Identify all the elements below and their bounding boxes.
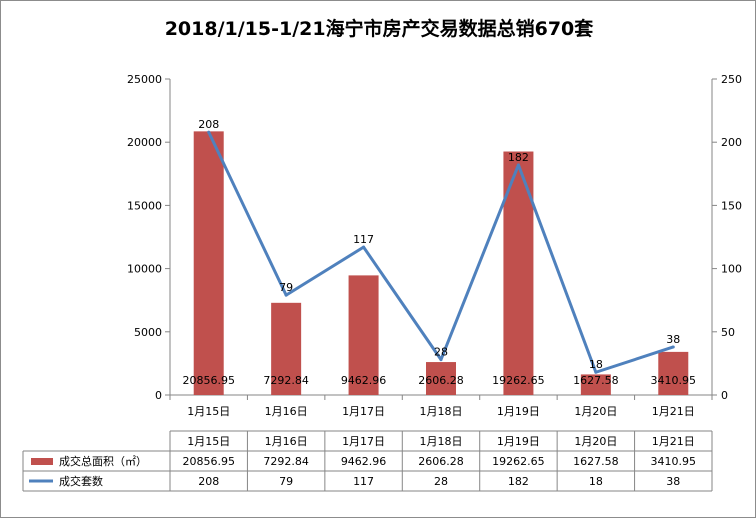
y-right-tick-label: 250 xyxy=(721,73,742,86)
line-point xyxy=(439,358,443,362)
axes: 0 5000 10000 15000 20000 25000 0 50 100 150 200 250… xyxy=(127,73,742,418)
y-left-tick-label: 15000 xyxy=(127,199,162,212)
table-cell: 7292.84 xyxy=(263,455,309,468)
chart-title: 2018/1/15-1/21海宁市房产交易数据总销670套 xyxy=(165,17,595,40)
y-right-tick-label: 0 xyxy=(721,389,728,402)
table-cell: 19262.65 xyxy=(492,455,545,468)
line-point xyxy=(362,245,366,249)
x-tick-label: 1月18日 xyxy=(420,405,463,418)
y-left-tick-label: 20000 xyxy=(127,136,162,149)
table-cell: 18 xyxy=(589,475,603,488)
data-labels: 20856.95 7292.84 9462.96 2606.28 19262.65 162… xyxy=(182,118,696,387)
bar-value-label: 7292.84 xyxy=(263,374,309,387)
table-header-cell: 1月16日 xyxy=(265,435,308,448)
bar-value-label: 20856.95 xyxy=(182,374,235,387)
table-header-cell: 1月21日 xyxy=(652,435,695,448)
table-cell: 20856.95 xyxy=(182,455,235,468)
bar xyxy=(271,302,302,395)
table-cell: 38 xyxy=(666,475,680,488)
line-value-label: 182 xyxy=(508,151,529,164)
table-header-cell: 1月20日 xyxy=(574,435,617,448)
table-cell: 182 xyxy=(508,475,529,488)
line-point xyxy=(284,293,288,297)
bar-value-label: 9462.96 xyxy=(341,374,387,387)
y-left-tick-label: 0 xyxy=(155,389,162,402)
y-left-tick-label: 10000 xyxy=(127,263,162,276)
line-point xyxy=(594,370,598,374)
table-cell: 79 xyxy=(279,475,293,488)
y-right-tick-label: 50 xyxy=(721,326,735,339)
x-tick-label: 1月17日 xyxy=(342,405,385,418)
bar xyxy=(580,374,611,395)
x-tick-label: 1月15日 xyxy=(187,405,230,418)
data-table: 1月15日 1月16日 1月17日 1月18日 1月19日 1月20日 1月21日成交总面积… xyxy=(22,430,713,492)
bar-value-label: 2606.28 xyxy=(418,374,464,387)
x-tick-label: 1月19日 xyxy=(497,405,540,418)
bar xyxy=(193,131,224,395)
legend-label: 成交套数 xyxy=(59,474,103,488)
line-point xyxy=(516,163,520,167)
bar xyxy=(426,362,456,395)
y-right-tick-label: 200 xyxy=(721,136,742,149)
x-tick-label: 1月16日 xyxy=(265,405,308,418)
line-value-label: 18 xyxy=(589,358,603,371)
line-value-label: 208 xyxy=(198,118,219,131)
table-cell: 2606.28 xyxy=(418,455,464,468)
bar xyxy=(658,351,689,395)
line-value-label: 38 xyxy=(666,333,680,346)
bar-value-label: 19262.65 xyxy=(492,374,545,387)
table-header-cell: 1月19日 xyxy=(497,435,540,448)
y-left-tick-label: 25000 xyxy=(127,73,162,86)
table-cell: 3410.95 xyxy=(651,455,697,468)
line-series xyxy=(207,130,675,374)
table-cell: 1627.58 xyxy=(573,455,619,468)
y-left-tick-label: 5000 xyxy=(134,326,162,339)
table-cell: 28 xyxy=(434,475,448,488)
y-right-tick-label: 100 xyxy=(721,263,742,276)
line-point xyxy=(207,130,211,134)
table-cell: 117 xyxy=(353,475,374,488)
line-value-label: 117 xyxy=(353,233,374,246)
table-header-cell: 1月15日 xyxy=(187,435,230,448)
bar-value-label: 1627.58 xyxy=(573,374,619,387)
x-tick-label: 1月21日 xyxy=(652,405,695,418)
bar xyxy=(348,275,379,395)
table-header-cell: 1月18日 xyxy=(420,435,463,448)
legend-key-bar xyxy=(31,458,53,465)
bar-value-label: 3410.95 xyxy=(651,374,697,387)
x-tick-label: 1月20日 xyxy=(574,405,617,418)
table-cell: 9462.96 xyxy=(341,455,387,468)
y-right-tick-label: 150 xyxy=(721,199,742,212)
legend-label: 成交总面积（㎡） xyxy=(59,454,147,468)
table-cell: 208 xyxy=(198,475,219,488)
table-header-cell: 1月17日 xyxy=(342,435,385,448)
line-value-label: 28 xyxy=(434,346,448,359)
line-point xyxy=(671,345,675,349)
line-value-label: 79 xyxy=(279,281,293,294)
